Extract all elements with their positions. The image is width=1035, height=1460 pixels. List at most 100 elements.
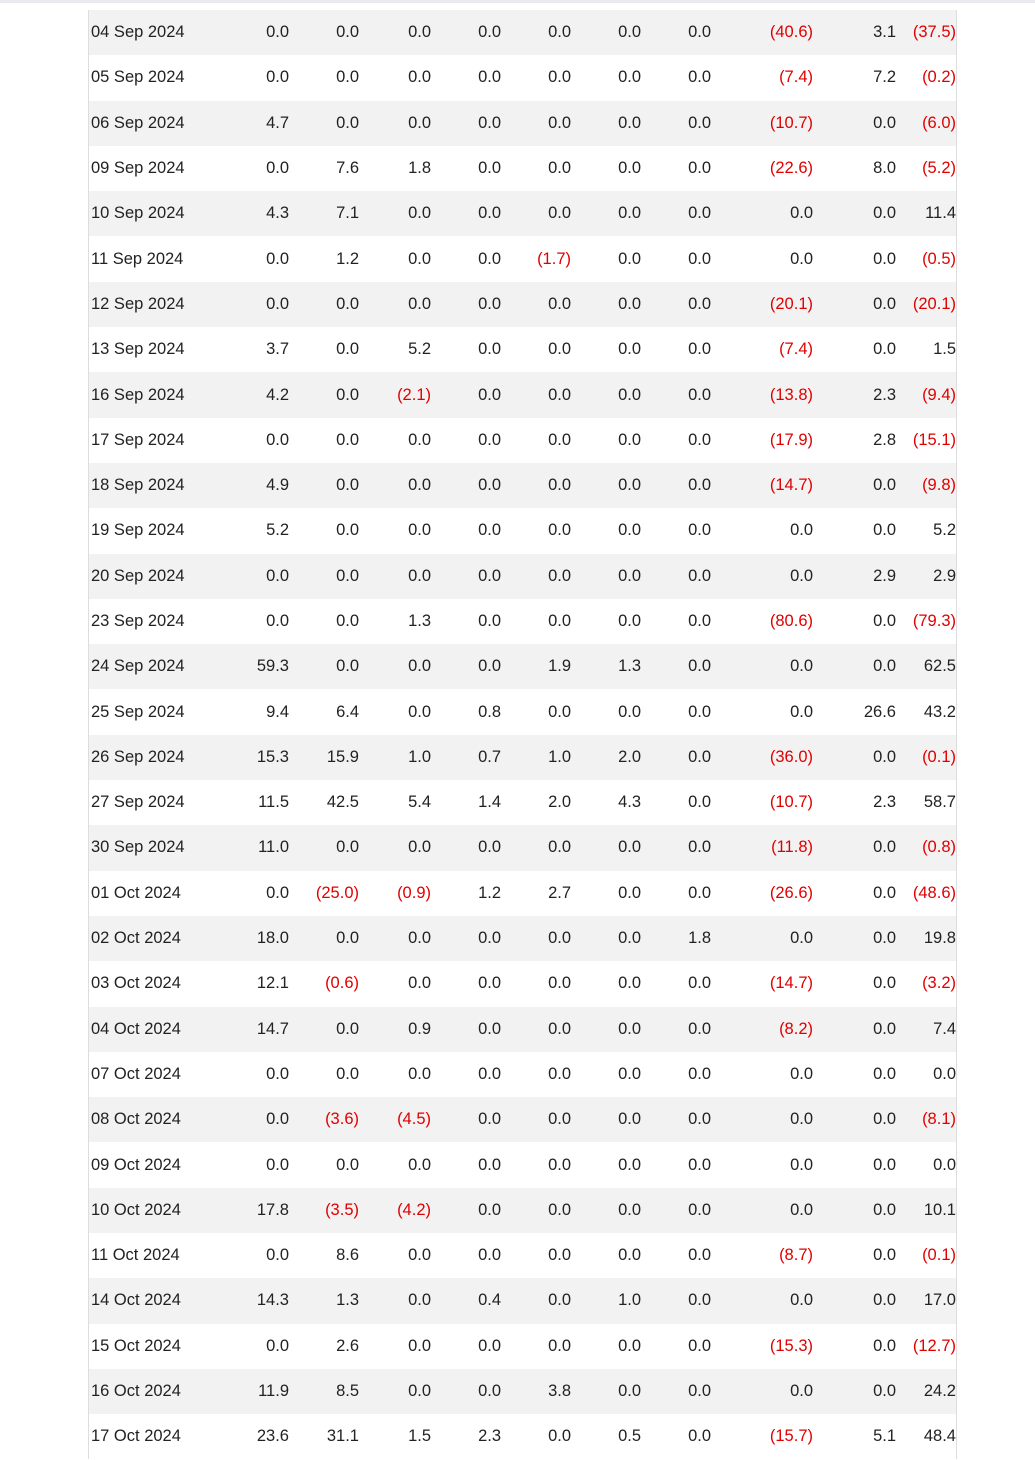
value-cell: (3.2) bbox=[922, 974, 956, 993]
row-date: 16 Oct 2024 bbox=[89, 1368, 219, 1415]
value-cell: 0.0 bbox=[571, 825, 641, 871]
value-cell: 0.0 bbox=[548, 1336, 571, 1355]
value-cell: 0.0 bbox=[478, 430, 501, 449]
value-cell: 0.0 bbox=[266, 430, 289, 449]
value-cell: (10.7) bbox=[711, 100, 813, 146]
table-row: 30 Sep 2024 11.0 0.0 0.0 0.0 0.0 0.0 0.0 (11.8) 0… bbox=[89, 825, 956, 871]
value-cell: 0.0 bbox=[571, 1006, 641, 1052]
data-table-container[interactable]: 04 Sep 2024 0.0 0.0 0.0 0.0 0.0 0.0 0.0 (40.6) 3.… bbox=[88, 10, 957, 1459]
value-cell: 0.0 bbox=[359, 1368, 431, 1415]
value-cell: 0.9 bbox=[359, 1006, 431, 1052]
value-cell: 0.0 bbox=[548, 430, 571, 449]
row-date: 02 Oct 2024 bbox=[89, 915, 219, 962]
value-cell: 0.0 bbox=[359, 462, 431, 509]
value-cell: 0.0 bbox=[711, 553, 813, 599]
value-cell: 11.9 bbox=[219, 1368, 289, 1415]
value-cell: 0.0 bbox=[790, 702, 813, 721]
value-cell: 0.0 bbox=[408, 1155, 431, 1174]
table-row: 09 Sep 2024 0.0 7.6 1.8 0.0 0.0 0.0 0.0 (22.6) 8.… bbox=[89, 146, 956, 191]
value-cell: 0.0 bbox=[431, 1097, 501, 1143]
value-cell: (11.8) bbox=[711, 825, 813, 871]
value-cell: 0.0 bbox=[790, 249, 813, 268]
top-divider bbox=[0, 0, 1035, 3]
value-cell: (9.8) bbox=[896, 462, 956, 509]
value-cell: 0.0 bbox=[219, 1097, 289, 1143]
row-date: 11 Sep 2024 bbox=[91, 249, 184, 268]
value-cell: 24.2 bbox=[896, 1368, 956, 1415]
table-row: 20 Sep 2024 0.0 0.0 0.0 0.0 0.0 0.0 0.0 0.0 2.9 2.… bbox=[89, 553, 956, 599]
table-row: 12 Sep 2024 0.0 0.0 0.0 0.0 0.0 0.0 0.0 (20.1) 0.… bbox=[89, 281, 956, 328]
value-cell: 0.0 bbox=[641, 825, 711, 871]
value-cell: 0.4 bbox=[431, 1278, 501, 1324]
value-cell: 0.0 bbox=[641, 1368, 711, 1415]
value-cell: 0.0 bbox=[266, 1246, 289, 1265]
value-cell: 0.0 bbox=[873, 521, 896, 540]
value-cell: (7.4) bbox=[779, 68, 813, 87]
value-cell: 0.0 bbox=[431, 100, 501, 146]
value-cell: 0.0 bbox=[359, 100, 431, 146]
value-cell: (80.6) bbox=[769, 612, 813, 630]
value-cell: 2.0 bbox=[571, 734, 641, 781]
value-cell: (15.3) bbox=[769, 1336, 813, 1355]
value-cell: 7.1 bbox=[289, 191, 359, 237]
value-cell: 0.0 bbox=[336, 68, 359, 87]
value-cell: 0.0 bbox=[790, 1064, 813, 1083]
value-cell: 0.0 bbox=[219, 10, 289, 56]
row-date: 27 Sep 2024 bbox=[91, 793, 185, 812]
row-date: 13 Sep 2024 bbox=[91, 340, 185, 359]
value-cell: 11.0 bbox=[219, 825, 289, 871]
value-cell: 0.0 bbox=[336, 1155, 359, 1174]
value-cell: 0.0 bbox=[501, 915, 571, 962]
row-date: 09 Sep 2024 bbox=[91, 159, 185, 178]
value-cell: 0.0 bbox=[688, 974, 711, 993]
value-cell: 5.4 bbox=[408, 793, 431, 812]
value-cell: 0.0 bbox=[618, 1336, 641, 1355]
value-cell: 0.0 bbox=[688, 430, 711, 449]
table-row: 03 Oct 2024 12.1 (0.6) 0.0 0.0 0.0 0.0 0.0 (14.7… bbox=[89, 961, 956, 1006]
value-cell: 0.0 bbox=[688, 249, 711, 268]
value-cell: 0.0 bbox=[688, 68, 711, 87]
value-cell: (12.7) bbox=[912, 1336, 956, 1355]
value-cell: 0.0 bbox=[478, 521, 501, 540]
value-cell: 0.0 bbox=[431, 1187, 501, 1234]
value-cell: 0.0 bbox=[813, 462, 896, 509]
row-date: 05 Sep 2024 bbox=[91, 68, 185, 87]
value-cell: 2.6 bbox=[336, 1336, 359, 1355]
value-cell: 0.0 bbox=[501, 1187, 571, 1234]
value-cell: 0.0 bbox=[548, 1246, 571, 1265]
table-row: 01 Oct 2024 0.0 (25.0) (0.9) 1.2 2.7 0.0 0.0 (26… bbox=[89, 871, 956, 916]
value-cell: 0.0 bbox=[618, 340, 641, 359]
value-cell: 0.0 bbox=[933, 1064, 956, 1083]
value-cell: 0.0 bbox=[431, 1006, 501, 1052]
value-cell: (6.0) bbox=[896, 100, 956, 146]
value-cell: 0.0 bbox=[266, 1155, 289, 1174]
value-cell: 11.4 bbox=[896, 191, 956, 237]
value-cell: 0.0 bbox=[618, 68, 641, 87]
value-cell: 0.0 bbox=[618, 974, 641, 993]
row-date: 10 Oct 2024 bbox=[89, 1187, 219, 1234]
value-cell: 0.0 bbox=[478, 1246, 501, 1265]
value-cell: 0.0 bbox=[289, 553, 359, 599]
value-cell: 0.0 bbox=[618, 1064, 641, 1083]
value-cell: 0.0 bbox=[711, 644, 813, 690]
value-cell: 0.0 bbox=[618, 612, 641, 630]
row-date: 15 Oct 2024 bbox=[91, 1336, 181, 1355]
value-cell: 2.9 bbox=[896, 553, 956, 599]
value-cell: 0.0 bbox=[873, 340, 896, 359]
value-cell: 0.0 bbox=[289, 644, 359, 690]
value-cell: 0.0 bbox=[478, 1155, 501, 1174]
value-cell: (26.6) bbox=[769, 883, 813, 902]
table-row: 10 Oct 2024 17.8 (3.5) (4.2) 0.0 0.0 0.0 0.0 0.0… bbox=[89, 1187, 956, 1234]
value-cell: (0.5) bbox=[922, 249, 956, 268]
value-cell: 0.0 bbox=[431, 372, 501, 418]
value-cell: 0.0 bbox=[813, 191, 896, 237]
table-row: 08 Oct 2024 0.0 (3.6) (4.5) 0.0 0.0 0.0 0.0 0.0 0… bbox=[89, 1097, 956, 1143]
table-row: 04 Sep 2024 0.0 0.0 0.0 0.0 0.0 0.0 0.0 (40.6) 3.… bbox=[89, 10, 956, 56]
value-cell: (3.5) bbox=[289, 1187, 359, 1234]
value-cell: 0.0 bbox=[501, 281, 571, 328]
table-row: 26 Sep 2024 15.3 15.9 1.0 0.7 1.0 2.0 0.0 (36.0)… bbox=[89, 734, 956, 781]
value-cell: 0.0 bbox=[688, 1336, 711, 1355]
value-cell: 42.5 bbox=[326, 793, 359, 812]
value-cell: 0.0 bbox=[548, 702, 571, 721]
value-cell: 0.0 bbox=[431, 462, 501, 509]
